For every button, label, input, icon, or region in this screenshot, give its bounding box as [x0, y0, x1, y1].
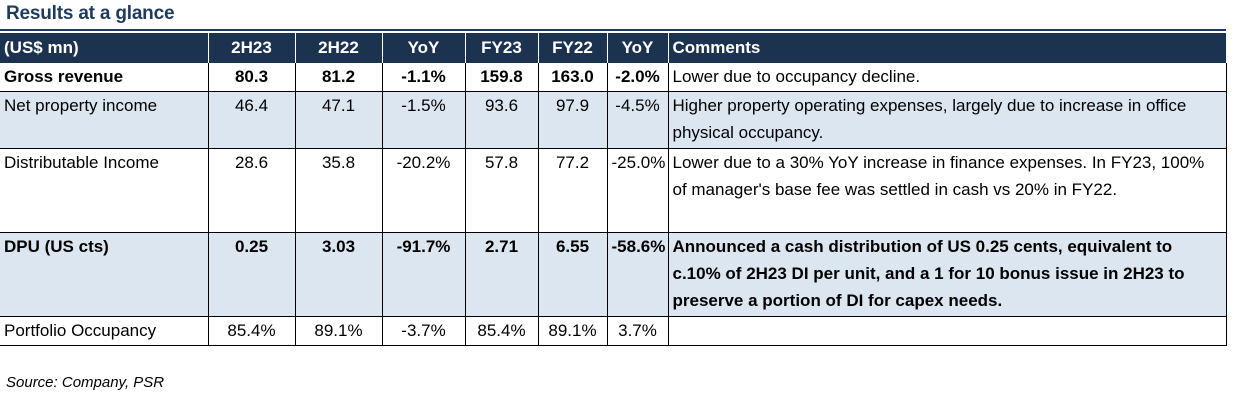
cell-2h23: 80.3 — [207, 63, 295, 92]
cell-yoy-full: -2.0% — [606, 63, 668, 92]
cell-yoy-half: -3.7% — [381, 316, 465, 346]
table-row: DPU (US cts) 0.25 3.03 -91.7% 2.71 6.55 … — [0, 232, 1227, 317]
report-title: Results at a glance — [6, 3, 175, 24]
cell-comment: Higher property operating expenses, larg… — [667, 91, 1227, 149]
cell-yoy-full: 3.7% — [606, 316, 668, 346]
table-row: Distributable Income 28.6 35.8 -20.2% 57… — [0, 148, 1227, 233]
row-metric: Portfolio Occupancy — [0, 316, 208, 346]
row-metric: DPU (US cts) — [0, 232, 208, 317]
cell-fy22: 89.1% — [537, 316, 607, 346]
cell-yoy-full: -58.6% — [606, 232, 668, 317]
cell-2h23: 85.4% — [207, 316, 295, 346]
cell-fy23: 93.6 — [464, 91, 538, 149]
header-yoy-half: YoY — [381, 33, 465, 63]
row-metric: Gross revenue — [0, 63, 208, 92]
row-metric: Net property income — [0, 91, 208, 149]
cell-yoy-half: -1.1% — [381, 63, 465, 92]
cell-2h22: 89.1% — [294, 316, 382, 346]
cell-yoy-half: -1.5% — [381, 91, 465, 149]
source-note: Source: Company, PSR — [6, 374, 165, 391]
cell-fy22: 6.55 — [537, 232, 607, 317]
cell-2h22: 35.8 — [294, 148, 382, 233]
cell-comment — [667, 316, 1227, 346]
cell-yoy-full: -4.5% — [606, 91, 668, 149]
cell-yoy-half: -91.7% — [381, 232, 465, 317]
header-fy22: FY22 — [537, 33, 607, 63]
title-divider — [0, 29, 1226, 31]
cell-fy22: 163.0 — [537, 63, 607, 92]
table-header-row: (US$ mn) 2H23 2H22 YoY FY23 FY22 YoY Com… — [0, 33, 1226, 63]
cell-comment: Lower due to occupancy decline. — [667, 63, 1227, 92]
cell-fy22: 97.9 — [537, 91, 607, 149]
results-table: (US$ mn) 2H23 2H22 YoY FY23 FY22 YoY Com… — [0, 33, 1227, 346]
table-row: Portfolio Occupancy 85.4% 89.1% -3.7% 85… — [0, 316, 1227, 346]
table-row: Net property income 46.4 47.1 -1.5% 93.6… — [0, 91, 1227, 149]
cell-yoy-full: -25.0% — [606, 148, 668, 233]
cell-fy23: 57.8 — [464, 148, 538, 233]
cell-fy22: 77.2 — [537, 148, 607, 233]
header-yoy-full: YoY — [606, 33, 668, 63]
cell-2h22: 47.1 — [294, 91, 382, 149]
header-2h23: 2H23 — [207, 33, 295, 63]
header-2h22: 2H22 — [294, 33, 382, 63]
table-row: Gross revenue 80.3 81.2 -1.1% 159.8 163.… — [0, 63, 1227, 92]
cell-2h23: 28.6 — [207, 148, 295, 233]
cell-comment: Lower due to a 30% YoY increase in finan… — [667, 148, 1227, 233]
cell-yoy-half: -20.2% — [381, 148, 465, 233]
cell-fy23: 2.71 — [464, 232, 538, 317]
cell-2h22: 81.2 — [294, 63, 382, 92]
cell-2h23: 0.25 — [207, 232, 295, 317]
cell-comment: Announced a cash distribution of US 0.25… — [667, 232, 1227, 317]
header-comments: Comments — [667, 33, 1226, 63]
header-fy23: FY23 — [464, 33, 538, 63]
header-metric: (US$ mn) — [0, 33, 208, 63]
cell-2h22: 3.03 — [294, 232, 382, 317]
cell-fy23: 159.8 — [464, 63, 538, 92]
cell-fy23: 85.4% — [464, 316, 538, 346]
cell-2h23: 46.4 — [207, 91, 295, 149]
row-metric: Distributable Income — [0, 148, 208, 233]
